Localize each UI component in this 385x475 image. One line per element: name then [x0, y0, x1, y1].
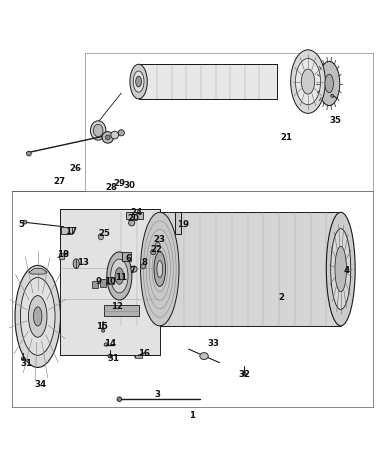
Ellipse shape [154, 252, 166, 286]
Text: 14: 14 [104, 339, 116, 348]
Text: 1: 1 [189, 411, 196, 420]
Text: 29: 29 [113, 179, 126, 188]
Text: 2: 2 [278, 293, 284, 302]
Ellipse shape [291, 50, 325, 114]
Text: 16: 16 [138, 349, 151, 358]
Text: 3: 3 [155, 390, 161, 399]
Ellipse shape [102, 329, 105, 332]
Ellipse shape [104, 343, 108, 346]
Text: 28: 28 [105, 183, 118, 192]
Text: 31: 31 [20, 359, 32, 368]
Text: 4: 4 [343, 266, 350, 275]
Ellipse shape [102, 132, 114, 143]
Ellipse shape [98, 234, 104, 240]
Text: 12: 12 [111, 302, 124, 311]
Bar [100, 279, 106, 287]
Text: 18: 18 [57, 250, 70, 259]
Polygon shape [139, 64, 277, 99]
Text: 17: 17 [65, 227, 77, 236]
Polygon shape [117, 212, 341, 326]
Ellipse shape [129, 220, 135, 226]
Ellipse shape [20, 277, 55, 355]
Text: 31: 31 [107, 354, 120, 363]
Text: 20: 20 [127, 214, 139, 223]
Text: 25: 25 [98, 229, 110, 238]
Ellipse shape [157, 261, 162, 277]
Ellipse shape [200, 352, 208, 360]
Text: 27: 27 [54, 177, 66, 186]
Ellipse shape [133, 71, 144, 92]
Text: 13: 13 [77, 258, 89, 267]
Text: 8: 8 [141, 258, 147, 267]
Ellipse shape [111, 131, 119, 139]
Bar [135, 354, 142, 359]
Ellipse shape [117, 397, 122, 401]
Ellipse shape [331, 94, 334, 97]
Ellipse shape [151, 250, 156, 255]
Polygon shape [126, 212, 143, 219]
Polygon shape [60, 209, 160, 355]
Bar [59, 253, 64, 259]
Ellipse shape [115, 268, 124, 284]
Ellipse shape [28, 295, 47, 337]
Text: 34: 34 [34, 380, 47, 389]
Bar [92, 281, 98, 288]
Bar [108, 277, 114, 285]
Ellipse shape [156, 242, 160, 247]
Polygon shape [104, 305, 139, 316]
Ellipse shape [108, 354, 112, 358]
Text: 6: 6 [126, 254, 132, 263]
Ellipse shape [319, 61, 340, 105]
Ellipse shape [325, 74, 333, 93]
Text: 22: 22 [150, 245, 162, 254]
Text: 5: 5 [18, 219, 24, 228]
Ellipse shape [23, 220, 27, 224]
Bar [175, 212, 181, 235]
Ellipse shape [295, 58, 320, 104]
Text: 15: 15 [96, 322, 108, 331]
Text: 10: 10 [104, 277, 115, 286]
Bar [122, 252, 131, 261]
Ellipse shape [27, 151, 31, 156]
Ellipse shape [141, 264, 146, 269]
Ellipse shape [105, 135, 110, 140]
Ellipse shape [93, 124, 103, 137]
Ellipse shape [33, 307, 42, 326]
Ellipse shape [141, 212, 179, 326]
Ellipse shape [90, 121, 106, 140]
Ellipse shape [136, 76, 141, 87]
Ellipse shape [118, 130, 124, 136]
Text: 19: 19 [177, 219, 189, 228]
Ellipse shape [326, 212, 355, 326]
Text: 11: 11 [115, 274, 127, 283]
Text: 21: 21 [281, 133, 293, 142]
Text: 7: 7 [130, 266, 136, 275]
Ellipse shape [301, 69, 315, 94]
Ellipse shape [22, 357, 25, 361]
Text: 24: 24 [131, 208, 143, 217]
Text: 33: 33 [208, 339, 220, 348]
Ellipse shape [331, 228, 351, 310]
Ellipse shape [131, 266, 137, 272]
Bar [61, 228, 72, 235]
Ellipse shape [243, 372, 246, 376]
Ellipse shape [73, 259, 79, 268]
Text: 9: 9 [95, 277, 101, 286]
Ellipse shape [335, 247, 346, 292]
Ellipse shape [130, 64, 147, 99]
Text: 26: 26 [69, 164, 81, 173]
Polygon shape [29, 268, 47, 274]
Ellipse shape [15, 266, 60, 368]
Ellipse shape [111, 259, 128, 293]
Text: 32: 32 [238, 370, 251, 379]
Text: 35: 35 [329, 115, 341, 124]
Text: 23: 23 [154, 235, 166, 244]
Ellipse shape [107, 252, 132, 300]
Text: 30: 30 [123, 181, 135, 190]
